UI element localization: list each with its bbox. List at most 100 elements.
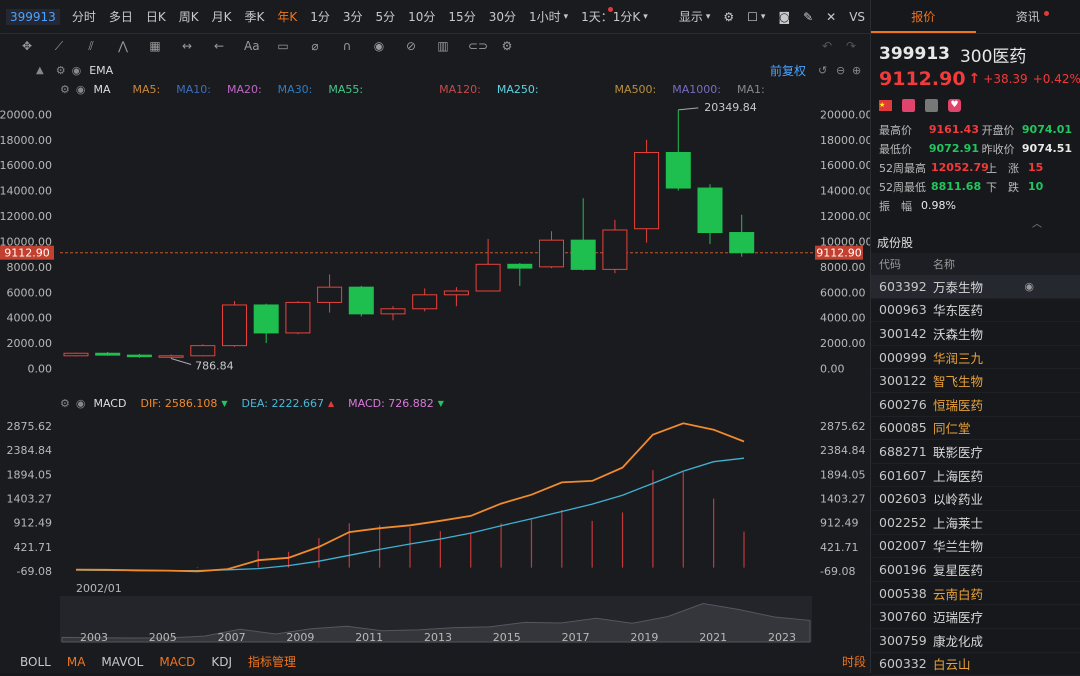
collapse-icon[interactable]: ▲ (36, 65, 44, 76)
chevron-down-icon[interactable]: ▾ (564, 12, 569, 22)
tab-news[interactable]: 资讯 (976, 0, 1080, 33)
hot-icon[interactable] (902, 99, 915, 112)
candle-body[interactable] (540, 240, 564, 267)
period-quarterk[interactable]: 季K (244, 8, 264, 25)
board-icon[interactable] (925, 99, 938, 112)
candle-body[interactable] (381, 309, 405, 314)
candle-body[interactable] (571, 240, 595, 269)
grid-tool-icon[interactable]: ▦ (148, 39, 162, 53)
macd-title[interactable]: MACD (93, 397, 126, 410)
period-3min[interactable]: 3分 (343, 8, 363, 25)
channel-tool-icon[interactable]: ⫽ (84, 39, 98, 53)
collapse-icon[interactable]: ︿ (1029, 215, 1045, 229)
eraser-icon[interactable]: ⌀ (308, 39, 322, 53)
col-name[interactable]: 名称 (933, 256, 955, 272)
ma-label[interactable]: MA (93, 83, 110, 96)
close-icon[interactable]: ✕ (826, 10, 836, 24)
eye-icon[interactable]: ◉ (76, 397, 86, 410)
candle-body[interactable] (603, 230, 627, 269)
eye-icon[interactable]: ◉ (76, 83, 86, 96)
period-range-button[interactable]: 时段 (842, 653, 866, 670)
period-30min[interactable]: 30分 (489, 8, 516, 25)
candle-body[interactable] (127, 355, 151, 357)
period-weekk[interactable]: 周K (179, 8, 199, 25)
indicator-ma[interactable]: MA (67, 655, 86, 669)
period-10min[interactable]: 10分 (408, 8, 435, 25)
indicator-boll[interactable]: BOLL (20, 655, 51, 669)
chevron-down-icon[interactable]: ▾ (643, 12, 648, 22)
candle-body[interactable] (96, 353, 120, 355)
link-icon[interactable]: ⊂⊃ (468, 39, 482, 53)
candle-body[interactable] (318, 287, 342, 302)
period-5min[interactable]: 5分 (376, 8, 396, 25)
indicator-manage[interactable]: 指标管理 (248, 653, 296, 670)
symbol-label[interactable]: 399913 (6, 9, 60, 25)
ema-label[interactable]: EMA (89, 64, 113, 77)
candle-body[interactable] (698, 188, 722, 232)
period-multiday[interactable]: 多日 (109, 8, 133, 25)
arrow-tool-icon[interactable]: ← (212, 39, 226, 53)
pencil-icon[interactable]: ✎ (803, 10, 813, 24)
indicator-kdj[interactable]: KDJ (211, 655, 232, 669)
candle-body[interactable] (286, 302, 310, 332)
candle-body[interactable] (413, 295, 437, 309)
vs-button[interactable]: VS (849, 10, 865, 24)
period-15min[interactable]: 15分 (448, 8, 475, 25)
reset-icon[interactable]: ↺ (818, 64, 827, 77)
candle-body[interactable] (254, 305, 278, 333)
period-monthk[interactable]: 月K (212, 8, 232, 25)
period-yeark[interactable]: 年K (277, 8, 297, 25)
chevron-down-icon[interactable]: ▾ (761, 12, 766, 22)
display-button[interactable]: 显示 (679, 8, 703, 25)
trash-icon[interactable]: ▥ (436, 39, 450, 53)
redo-icon[interactable]: ↷ (846, 39, 856, 53)
candle-body[interactable] (349, 287, 373, 314)
candle-body[interactable] (159, 356, 183, 358)
gear-icon[interactable]: ⚙ (60, 83, 70, 96)
text-tool-icon[interactable]: Aa (244, 39, 258, 53)
undo-icon[interactable]: ↶ (822, 39, 832, 53)
gear-icon[interactable]: ⚙ (56, 64, 66, 77)
candle-body[interactable] (635, 152, 659, 228)
gear-icon[interactable]: ⚙ (500, 39, 514, 53)
comment-icon[interactable]: ▭ (276, 39, 290, 53)
candle-body[interactable] (730, 233, 754, 253)
candle-body[interactable] (476, 264, 500, 291)
candle-body[interactable] (191, 346, 215, 356)
magnet-icon[interactable]: ∩ (340, 39, 354, 53)
chevron-down-icon[interactable]: ▾ (706, 12, 711, 22)
zoom-out-icon[interactable]: ⊖ (836, 64, 845, 77)
period-1min[interactable]: 1分 (310, 8, 330, 25)
camera-icon[interactable]: ◙ (778, 10, 790, 24)
hide-icon[interactable]: ⊘ (404, 39, 418, 53)
line-tool-icon[interactable]: ⟋ (52, 39, 66, 53)
col-code[interactable]: 代码 (871, 256, 933, 272)
indicator-macd[interactable]: MACD (159, 655, 195, 669)
settings-icon[interactable]: ⚙ (723, 10, 734, 24)
indicator-mavol[interactable]: MAVOL (101, 655, 143, 669)
tab-quote[interactable]: 报价 (871, 0, 976, 33)
gear-icon[interactable]: ⚙ (60, 397, 70, 410)
period-1hour[interactable]: 1小时 (529, 8, 561, 25)
eye-icon[interactable]: ◉ (72, 64, 82, 77)
